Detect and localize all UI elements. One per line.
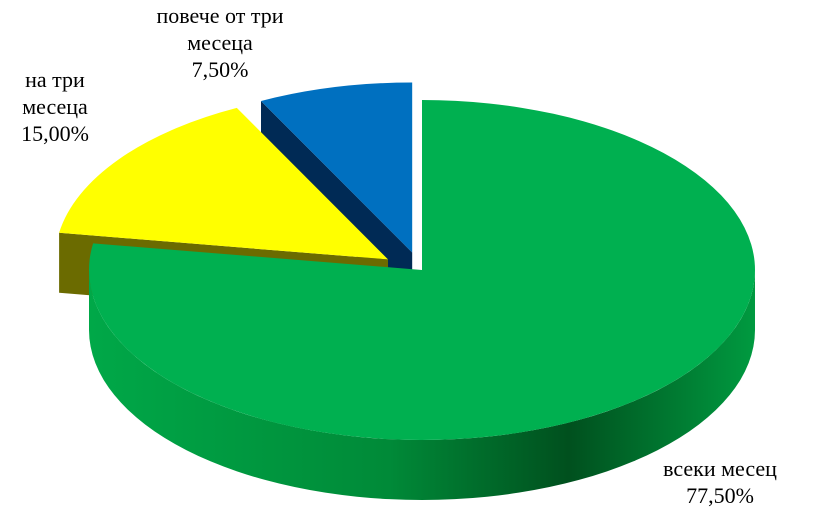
pie-slice xyxy=(261,82,413,253)
data-label: на три месеца 15,00% xyxy=(0,66,110,147)
data-label: повече от три месеца 7,50% xyxy=(150,2,290,83)
slice-side xyxy=(89,270,755,500)
value-label: 15,00% xyxy=(21,121,89,146)
category-label: на три месеца xyxy=(22,67,88,119)
category-label: повече от три месеца xyxy=(156,3,284,55)
data-label: всеки месец 77,50% xyxy=(635,455,805,509)
value-label: 7,50% xyxy=(191,57,249,82)
pie-slice xyxy=(59,107,389,260)
value-label: 77,50% xyxy=(686,483,754,508)
pie-slice xyxy=(88,100,755,441)
category-label: всеки месец xyxy=(663,456,777,481)
